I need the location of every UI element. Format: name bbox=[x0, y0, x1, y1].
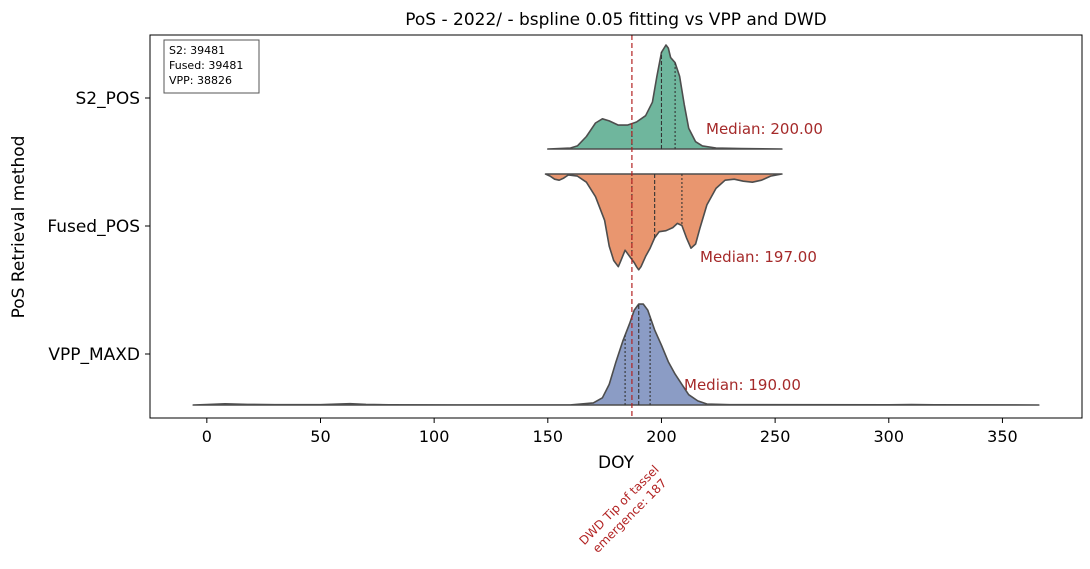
x-axis: 0 50 100 150 200 250 300 350 bbox=[202, 418, 1018, 446]
legend-box: S2: 39481 Fused: 39481 VPP: 38826 bbox=[163, 39, 260, 94]
legend-box-frame bbox=[163, 39, 260, 94]
x-tick-label: 250 bbox=[760, 427, 791, 446]
x-tick-label: 350 bbox=[987, 427, 1018, 446]
y-tick-label-s2-pos: S2_POS bbox=[75, 89, 140, 109]
x-tick-label: 100 bbox=[419, 427, 450, 446]
x-tick-label: 200 bbox=[646, 427, 677, 446]
legend-line-fused: Fused: 39481 bbox=[169, 59, 243, 72]
x-tick-label: 50 bbox=[310, 427, 330, 446]
y-axis-label: PoS Retrieval method bbox=[9, 136, 29, 319]
y-tick-label-vpp-maxd: VPP_MAXD bbox=[48, 345, 140, 365]
x-tick-label: 300 bbox=[874, 427, 905, 446]
quartile-lines-layer bbox=[624, 52, 683, 405]
legend-line-vpp: VPP: 38826 bbox=[169, 74, 232, 87]
y-tick-label-fused-pos: Fused_POS bbox=[47, 217, 140, 237]
x-axis-label: DOY bbox=[598, 453, 635, 473]
x-tick-label: 0 bbox=[202, 427, 212, 446]
median-label-vpp-maxd: Median: 190.00 bbox=[684, 376, 801, 394]
violin-fused-pos bbox=[544, 173, 783, 271]
median-labels-layer: Median: 200.00 Median: 197.00 Median: 190.… bbox=[684, 120, 823, 394]
median-label-fused-pos: Median: 197.00 bbox=[700, 248, 817, 266]
chart-title: PoS - 2022/ - bspline 0.05 fitting vs VP… bbox=[405, 10, 826, 30]
y-axis: S2_POS Fused_POS VPP_MAXD bbox=[47, 89, 150, 365]
legend-line-s2: S2: 39481 bbox=[169, 44, 225, 57]
x-tick-label: 150 bbox=[533, 427, 564, 446]
median-label-s2-pos: Median: 200.00 bbox=[706, 120, 823, 138]
